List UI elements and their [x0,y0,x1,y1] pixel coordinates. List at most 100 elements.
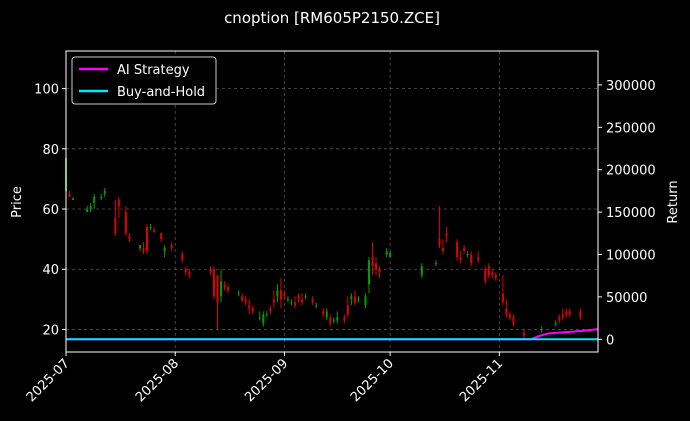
candle [262,311,265,327]
candle-body [220,281,223,297]
candle [149,224,152,231]
candle [237,290,240,297]
candle [322,308,325,318]
y-right-tick-label: 0 [606,333,614,348]
candle [286,296,289,303]
candle [456,239,459,261]
candle [128,233,131,243]
candle [241,293,244,303]
candle-body [170,245,173,249]
candle [477,251,480,264]
candle [353,290,356,306]
candle-body [311,299,314,303]
candle-body [470,254,473,264]
chart-title: cnoption [RM605P2150.ZCE] [224,9,440,27]
candle-body [367,260,370,285]
y-right-tick-label: 300000 [606,79,656,94]
candle-body [512,317,515,324]
candle [554,320,557,327]
candle [445,227,448,243]
candle [346,296,349,318]
candle [279,278,282,309]
candle-body [343,317,346,321]
y-axis-right-title: Return [666,180,681,223]
candle-body [456,242,459,258]
candle-body [209,269,212,273]
candle [561,308,564,321]
candle [283,290,286,300]
candle-body [558,317,561,321]
candle [297,293,300,303]
candle [294,296,297,309]
candle-body [445,233,448,237]
candle-body [128,236,131,240]
candle-body [100,196,103,198]
candle [86,206,89,213]
candle [389,251,392,258]
candle [223,281,226,291]
candle [304,293,307,300]
candle [491,269,494,279]
candle-body [491,272,494,276]
candlestick-series [65,157,582,339]
candle-body [420,266,423,276]
candle [184,266,187,276]
candle [385,248,388,258]
candle-body [138,245,141,249]
candle [265,311,268,318]
candle [315,302,318,309]
legend-ai-strategy-label: AI Strategy [117,63,190,78]
candle [466,251,469,258]
candle [487,263,490,279]
candle-body [336,317,339,321]
candle-body [276,290,279,297]
candle [170,242,173,252]
candle-body [149,227,152,229]
candle-body [68,193,71,197]
candle-body [251,308,254,312]
candle-body [248,305,251,309]
candle [434,260,437,267]
candle [153,227,156,234]
candle-body [350,296,353,300]
candle [138,245,141,252]
candle-body [212,269,215,297]
candle-body [466,254,469,256]
candle [114,199,117,237]
candle-body [501,293,504,303]
candle-body [301,299,304,303]
candle [508,311,511,321]
candle-body [265,314,268,316]
candle [438,206,441,249]
candle [272,290,275,309]
candle [367,257,370,294]
candle [124,206,127,237]
candle-body [487,266,490,276]
candle [501,275,504,306]
candle [357,296,360,303]
candle-body [241,296,244,301]
candle [181,251,184,264]
candle [325,308,328,321]
candle-body [494,275,497,279]
candle [441,239,444,255]
candle [494,272,497,282]
candle-body [103,190,106,194]
candle-body [371,257,374,267]
candle [364,293,367,309]
candle [540,326,543,333]
candle [68,190,71,197]
candle [276,284,279,303]
candle-body [332,320,335,322]
y-left-tick-label: 20 [42,323,59,338]
candle [269,305,272,315]
candle [209,266,212,276]
candle [371,242,374,276]
candle-body [114,218,117,234]
candle-body [86,209,89,213]
candle [420,263,423,279]
candle-body [227,287,230,291]
legend: AI Strategy Buy-and-Hold [71,56,217,105]
candle-body [477,257,480,261]
